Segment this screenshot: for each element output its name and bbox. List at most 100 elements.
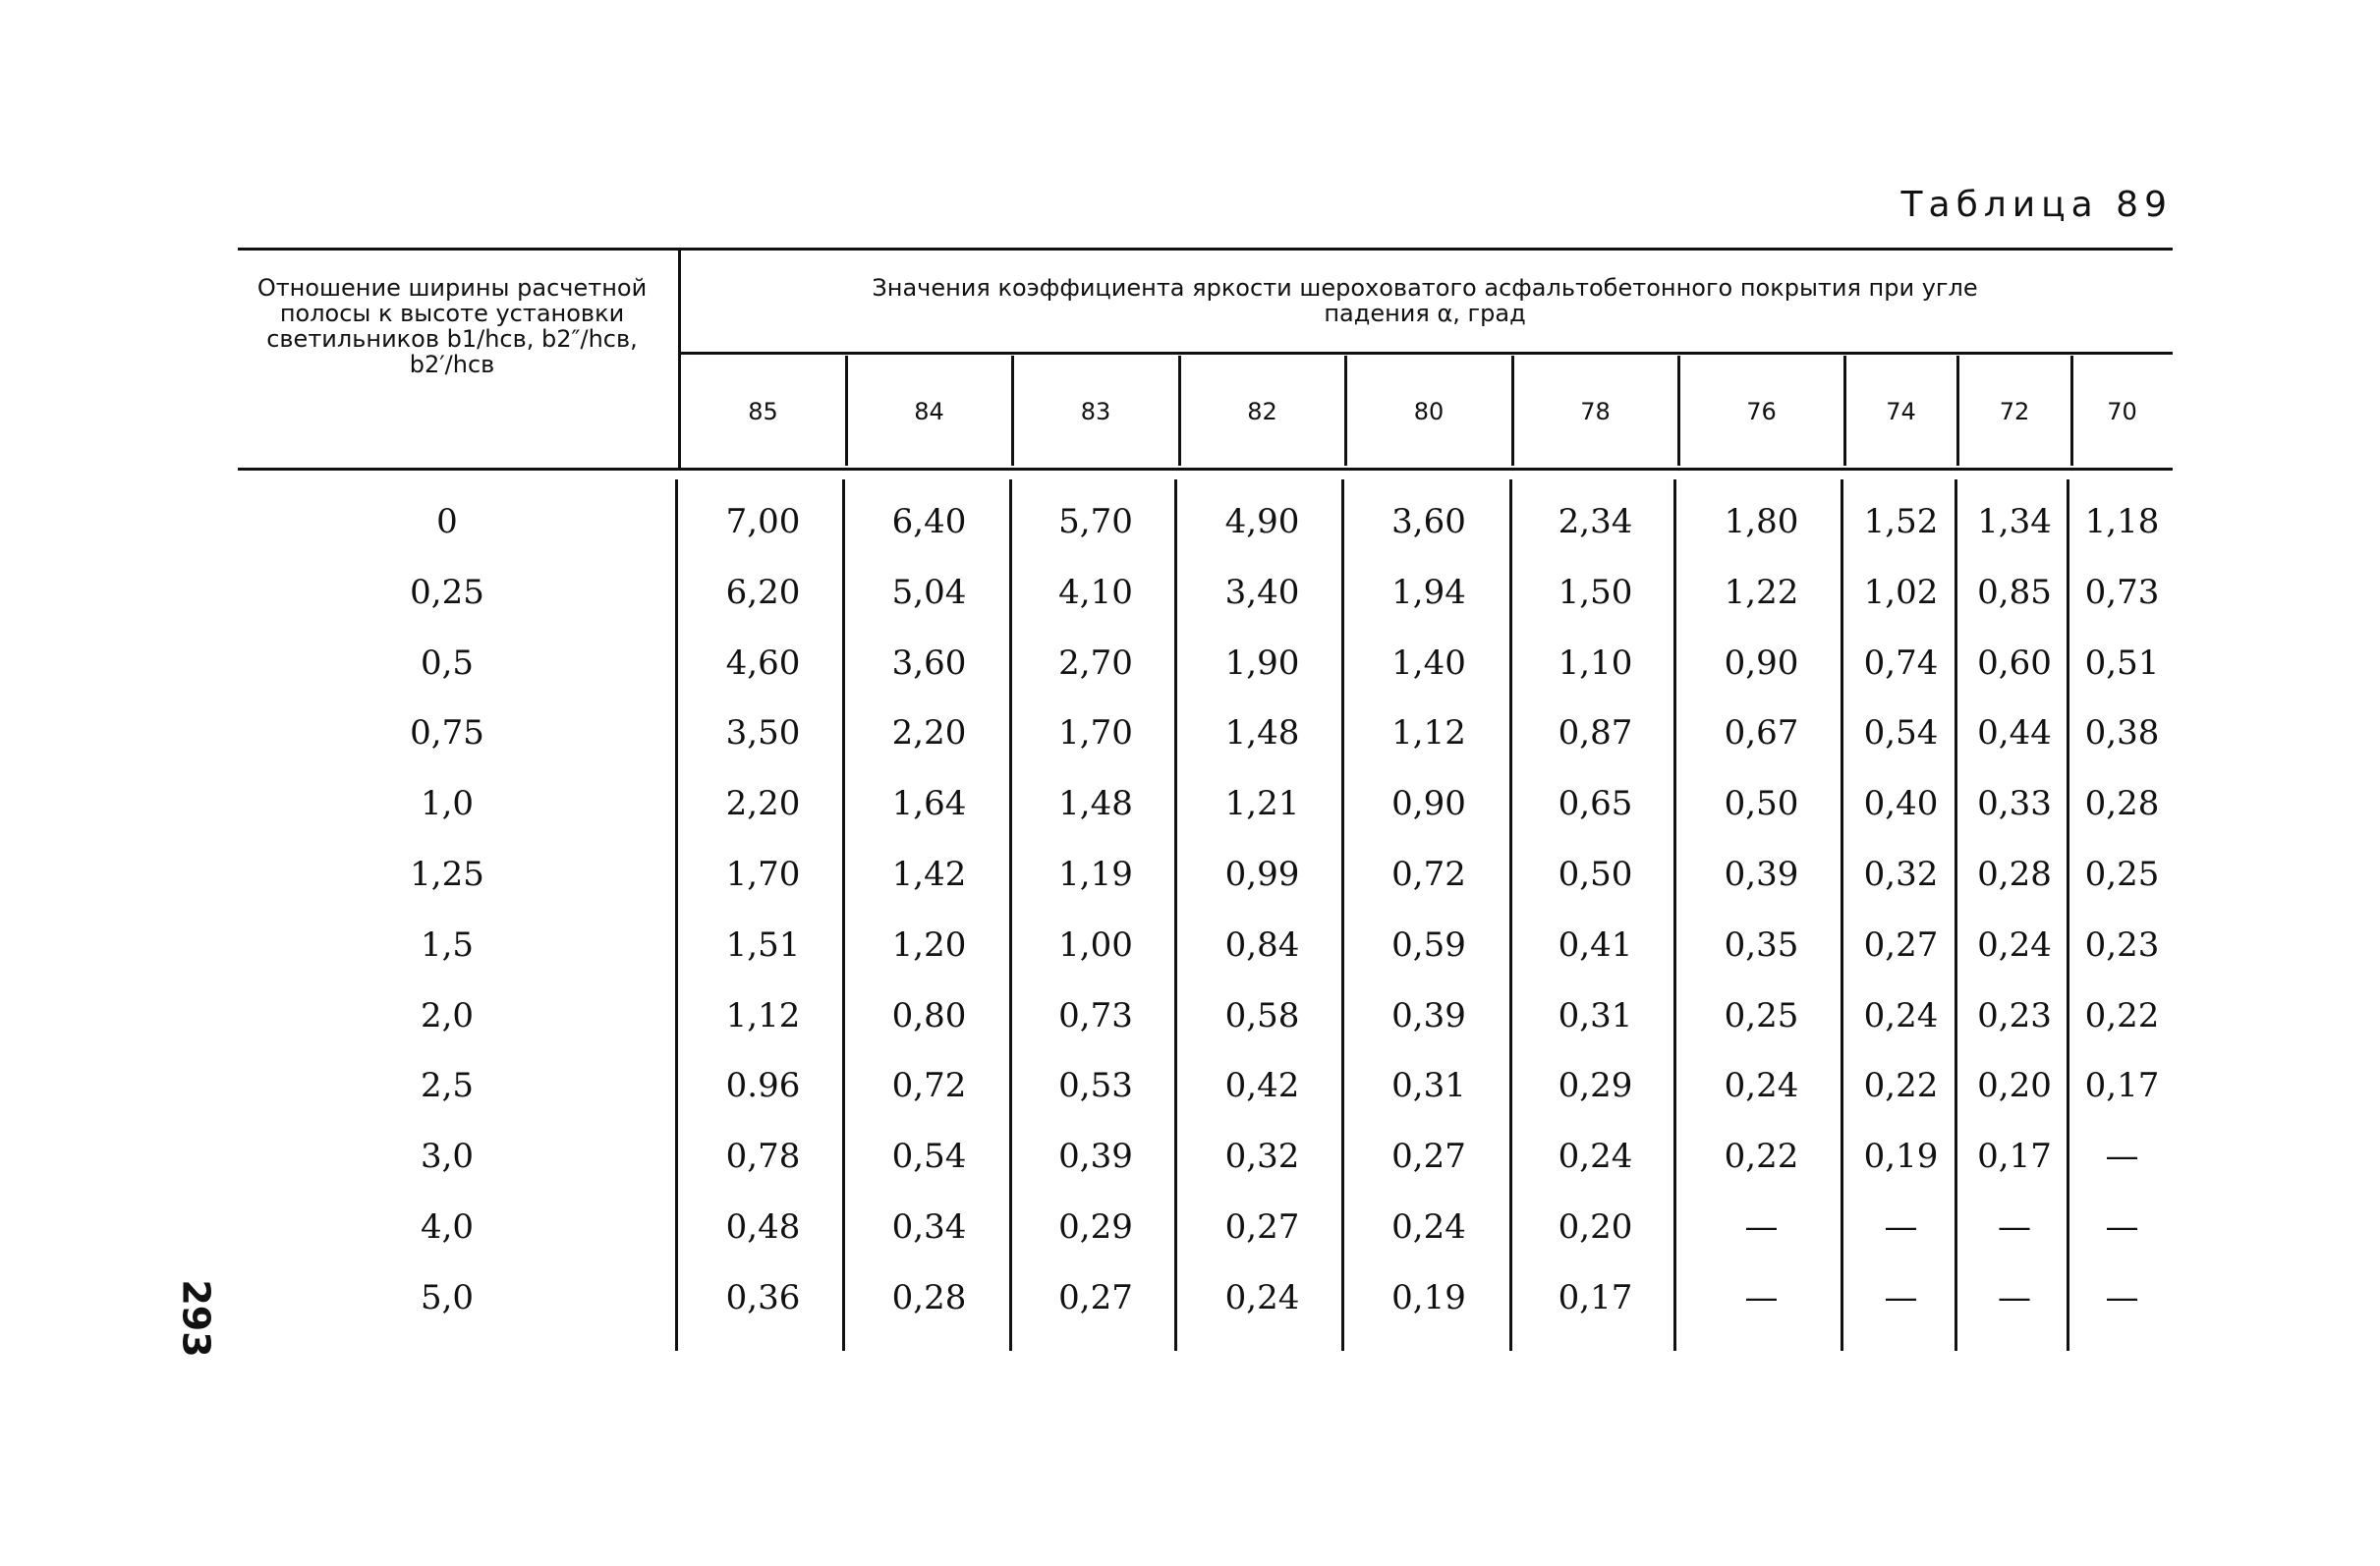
value-cell: 0,19 (1391, 1277, 1466, 1317)
value-cell: 0,27 (1058, 1277, 1133, 1317)
value-cell: 0,67 (1724, 713, 1799, 754)
body-column-line (1955, 479, 1957, 1351)
value-cell: 7,00 (725, 502, 801, 541)
value-cell: 0,60 (1977, 643, 2052, 683)
header-column-line (1843, 356, 1846, 466)
value-cell: 1,52 (1863, 502, 1939, 541)
value-cell: 1,70 (1058, 713, 1133, 754)
value-cell: 0,87 (1558, 713, 1633, 754)
body-column-line (1509, 479, 1512, 1351)
value-cell: 1,51 (725, 924, 801, 965)
body-column-line (1673, 479, 1676, 1351)
row-label: 0,75 (410, 713, 484, 754)
header-divider (678, 249, 681, 468)
header-column-line (1956, 356, 1959, 466)
value-cell: 0,24 (1977, 924, 2052, 965)
value-cell: 0,72 (891, 1066, 967, 1106)
value-cell: — (1744, 1207, 1779, 1247)
value-cell: — (1884, 1207, 1918, 1247)
value-cell: 0,50 (1724, 784, 1799, 824)
value-cell: 0,17 (1558, 1277, 1633, 1317)
row-label: 5,0 (420, 1277, 475, 1317)
value-cell: 1,18 (2084, 502, 2160, 541)
column-header: 70 (2107, 398, 2137, 425)
value-cell: 0,42 (1224, 1066, 1300, 1106)
row-label: 1,0 (420, 784, 475, 824)
value-cell: 0,27 (1391, 1137, 1466, 1177)
header-bottom-rule (238, 468, 2173, 471)
value-cell: 6,20 (725, 572, 801, 612)
value-cell: 0,29 (1558, 1066, 1633, 1106)
value-cell: 3,50 (725, 713, 801, 754)
value-cell: — (1998, 1277, 2031, 1317)
value-cell: 0,23 (2084, 924, 2160, 965)
value-cell: 0,90 (1391, 784, 1466, 824)
body-column-line (842, 479, 845, 1351)
value-cell: 6,40 (891, 502, 967, 541)
row-label: 2,0 (420, 995, 475, 1035)
value-cell: 5,04 (891, 572, 967, 612)
value-cell: 1,90 (1224, 643, 1300, 683)
value-cell: 1,20 (891, 924, 967, 965)
row-label: 0,5 (420, 643, 475, 683)
value-cell: 3,60 (1391, 502, 1466, 541)
value-cell: 0,39 (1724, 855, 1799, 894)
body-column-line (1174, 479, 1177, 1351)
value-cell: 0,17 (2084, 1066, 2160, 1106)
value-cell: 1,02 (1863, 572, 1939, 612)
header-column-line (845, 356, 848, 466)
value-cell: — (2105, 1137, 2139, 1177)
value-cell: 0,31 (1558, 995, 1633, 1035)
value-cell: — (1744, 1277, 1779, 1317)
value-cell: 0,54 (891, 1137, 967, 1177)
value-cell: 0,59 (1391, 924, 1466, 965)
value-cell: 0,80 (891, 995, 967, 1035)
value-cell: 0,27 (1224, 1207, 1300, 1247)
value-cell: 3,40 (1224, 572, 1300, 612)
value-cell: 0,28 (1977, 855, 2052, 894)
value-cell: 0,33 (1977, 784, 2052, 824)
column-header: 85 (748, 398, 778, 425)
value-cell: 0,31 (1391, 1066, 1466, 1106)
row-label: 2,5 (420, 1066, 475, 1106)
column-header: 76 (1746, 398, 1777, 425)
value-cell: 0,25 (1724, 995, 1799, 1035)
value-cell: 1,40 (1391, 643, 1466, 683)
row-label: 1,25 (410, 855, 484, 894)
table-title: Таблица 89 (1900, 185, 2173, 225)
value-cell: 0,32 (1863, 855, 1939, 894)
value-cell: 1,48 (1058, 784, 1133, 824)
value-cell: 0,51 (2084, 643, 2160, 683)
header-column-line (1677, 356, 1680, 466)
column-header: 74 (1886, 398, 1916, 425)
value-cell: 0,73 (1058, 995, 1133, 1035)
row-label: 3,0 (420, 1137, 475, 1177)
value-cell: 1,48 (1224, 713, 1300, 754)
row-label: 1,5 (420, 924, 475, 965)
value-cell: 3,60 (891, 643, 967, 683)
value-cell: 0,24 (1724, 1066, 1799, 1106)
value-cell: 0,73 (2084, 572, 2160, 612)
value-cell: 0,24 (1224, 1277, 1300, 1317)
value-cell: 2,34 (1558, 502, 1633, 541)
top-rule (238, 248, 2173, 251)
value-cell: 0,84 (1224, 924, 1300, 965)
value-cell: 2,70 (1058, 643, 1133, 683)
value-cell: 5,70 (1058, 502, 1133, 541)
value-cell: 1,94 (1391, 572, 1466, 612)
value-cell: 1,12 (1391, 713, 1466, 754)
column-header: 82 (1247, 398, 1277, 425)
value-cell: 1,64 (891, 784, 967, 824)
header-column-line (1511, 356, 1514, 466)
value-cell: 0,27 (1863, 924, 1939, 965)
value-cell: 0,53 (1058, 1066, 1133, 1106)
page-number: 293 (174, 1279, 218, 1358)
value-cell: 0,28 (2084, 784, 2160, 824)
row-label: 4,0 (420, 1207, 475, 1247)
value-cell: 0,74 (1863, 643, 1939, 683)
group-header: Значения коэффициента яркости шероховато… (872, 274, 1978, 327)
value-cell: 0,90 (1724, 643, 1799, 683)
value-cell: 2,20 (725, 784, 801, 824)
value-cell: 0,36 (725, 1277, 801, 1317)
column-header: 80 (1413, 398, 1445, 425)
